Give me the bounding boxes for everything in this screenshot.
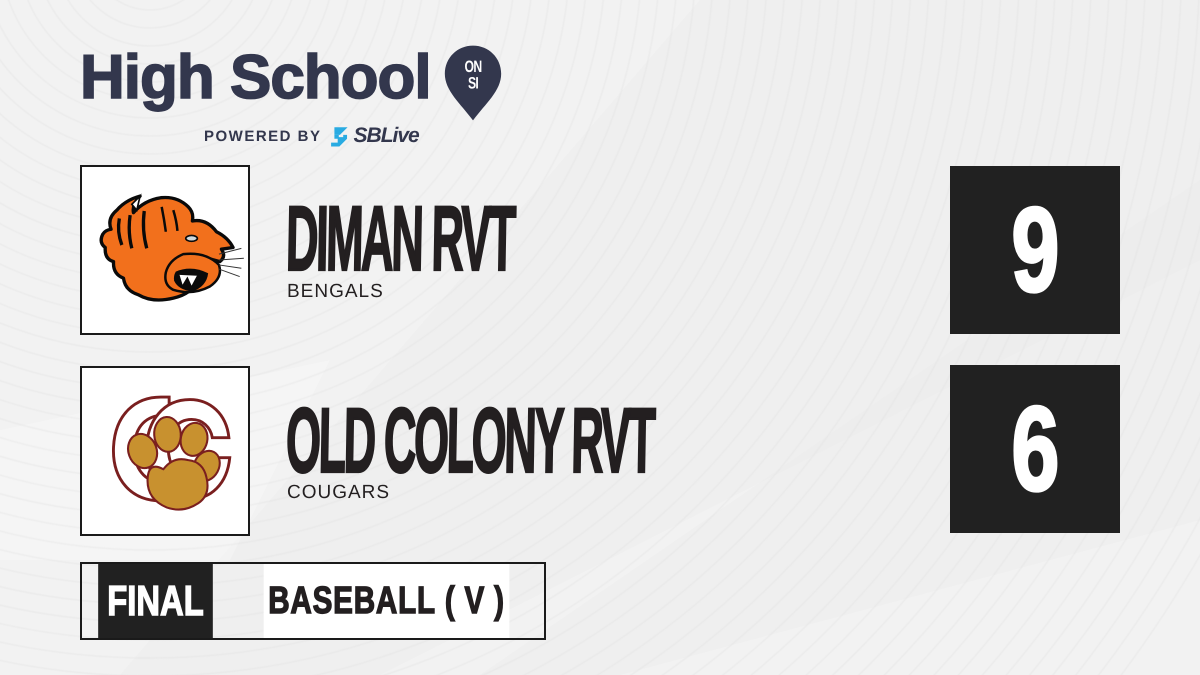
- svg-text:ON: ON: [464, 57, 481, 75]
- svg-text:SI: SI: [468, 74, 478, 92]
